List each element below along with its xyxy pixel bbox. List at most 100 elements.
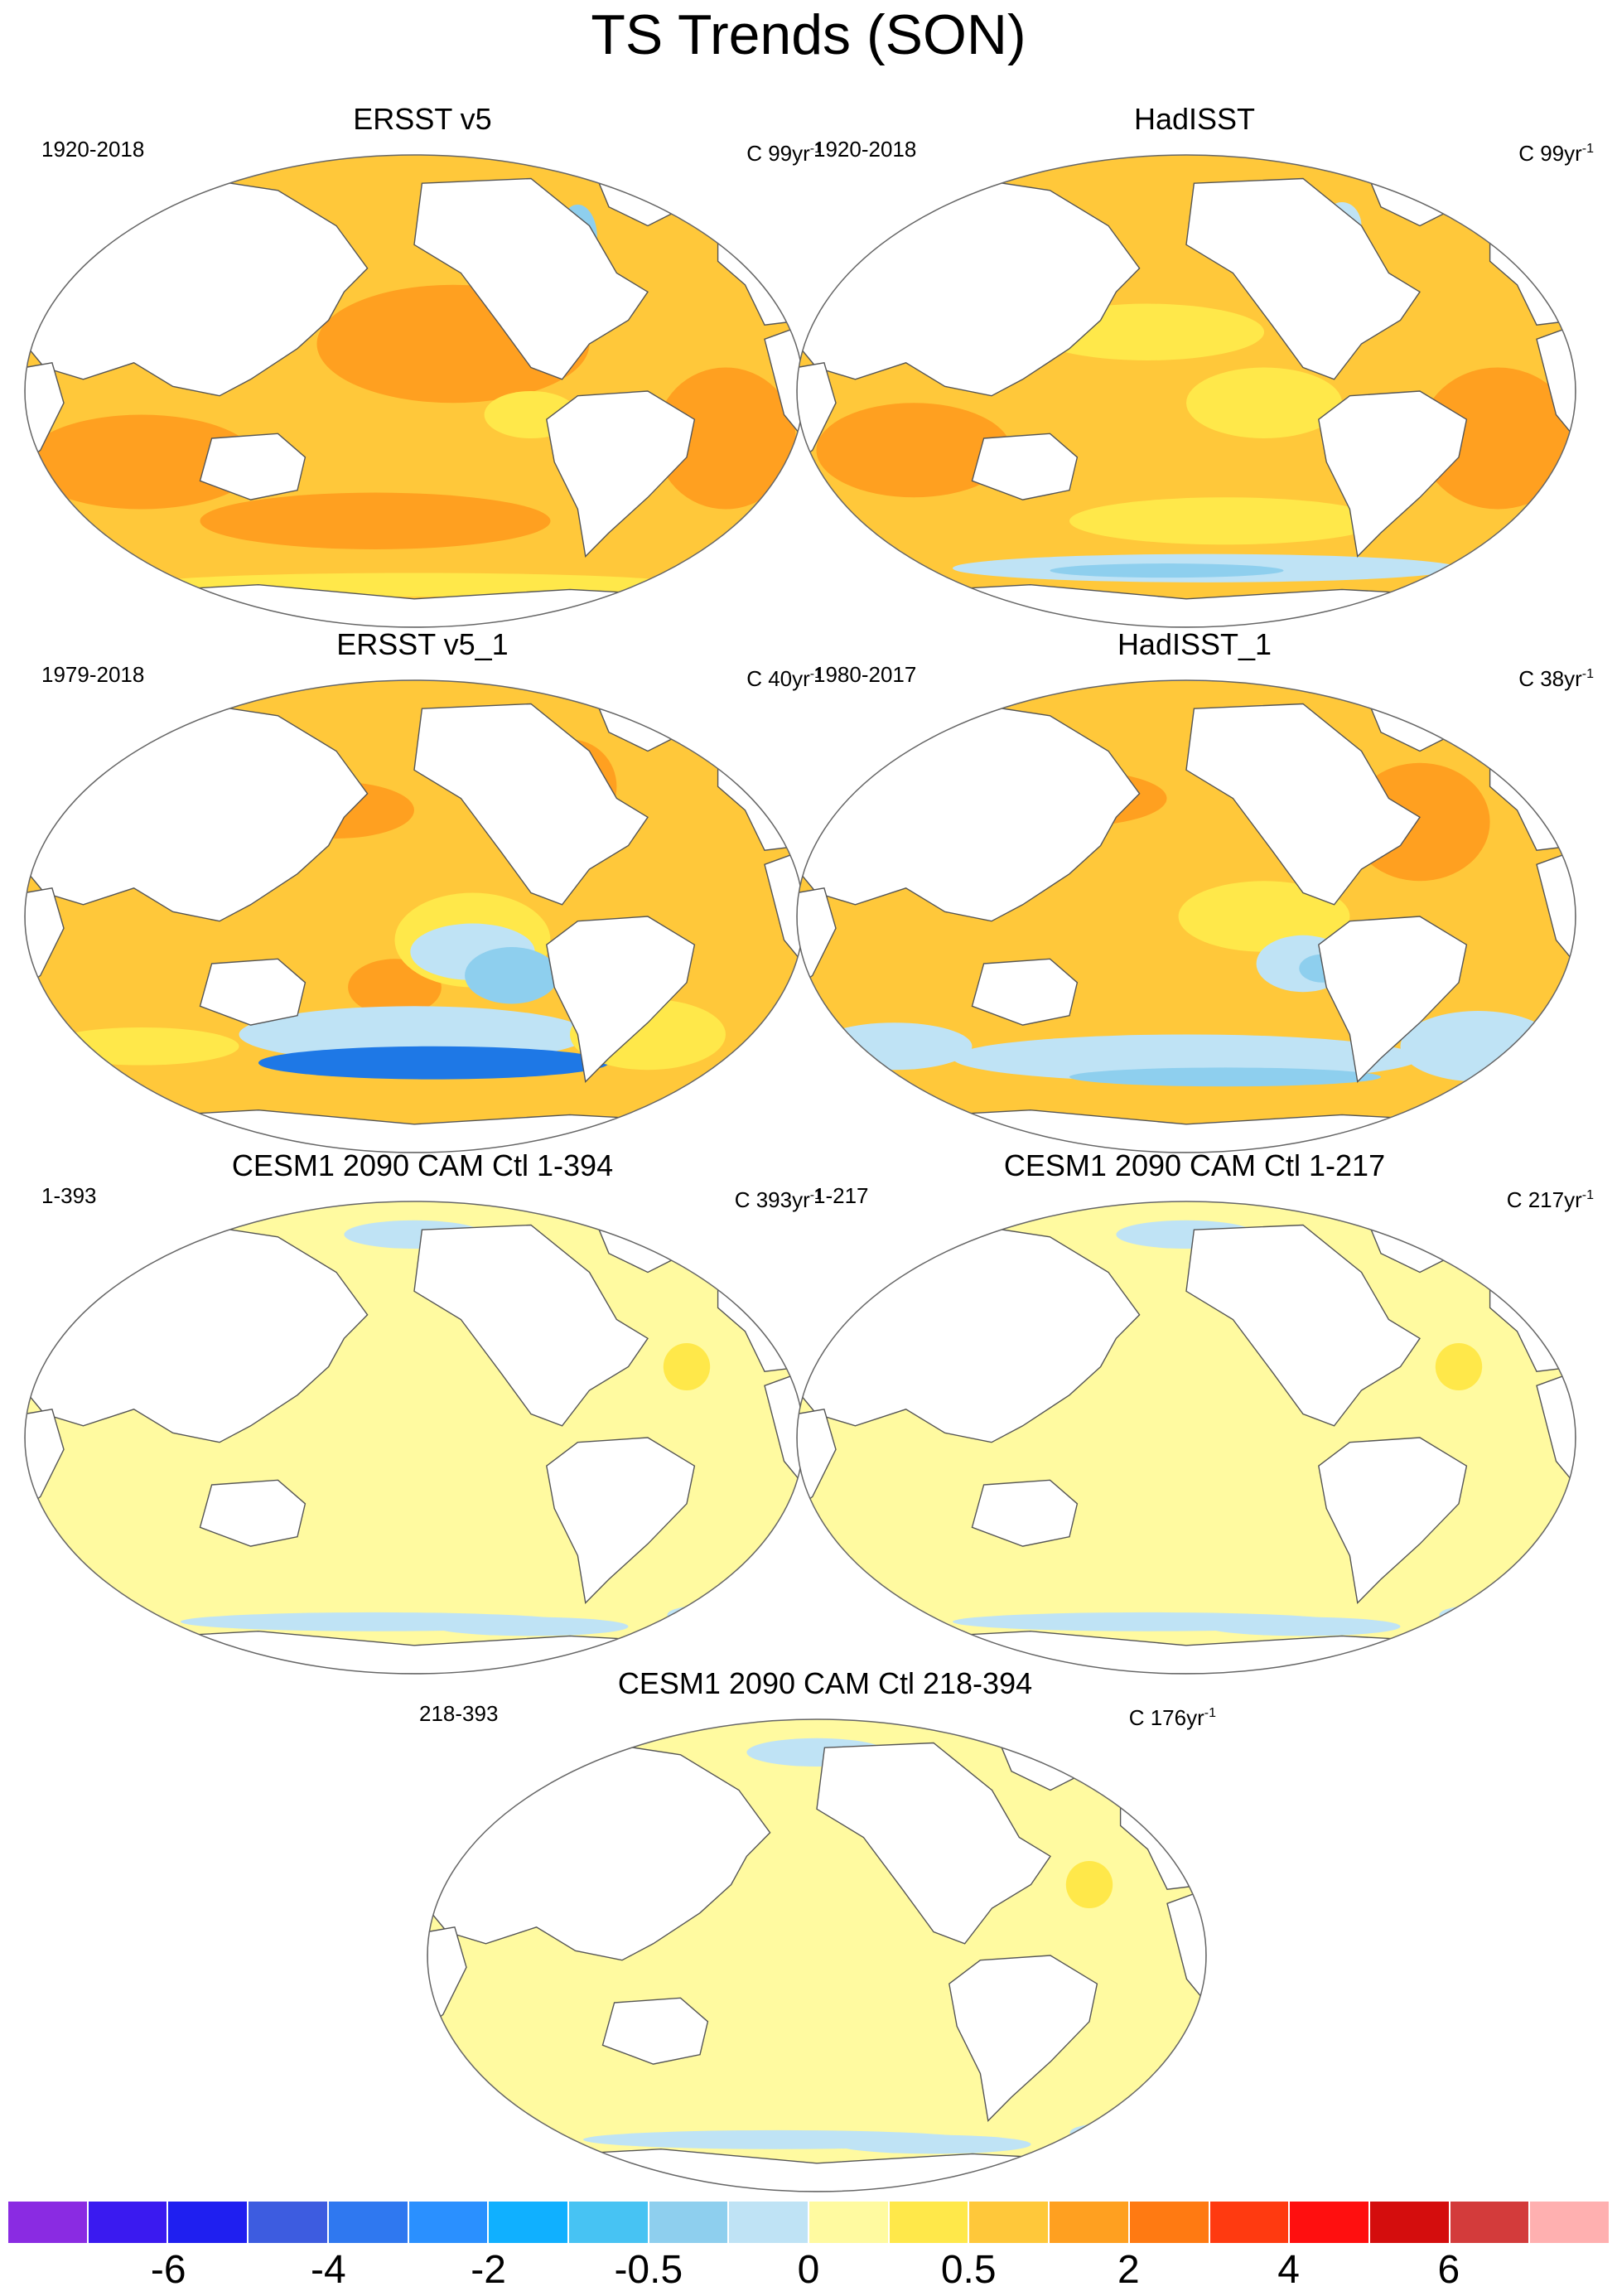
colorbar-swatch: [328, 2202, 409, 2243]
colorbar-swatch: [249, 2202, 329, 2243]
land-northAm: [816, 1742, 1051, 1945]
land-australia: [199, 433, 307, 500]
world-map: [796, 679, 1576, 1153]
map-panel: HadISST_1 1980-2017 C 38yr-1: [789, 626, 1600, 1157]
colorbar-swatch: [889, 2202, 970, 2243]
panel-title: ERSST v5_1: [336, 627, 509, 661]
panel-units: C 38yr-1: [1518, 666, 1594, 691]
map-panel: CESM1 2090 CAM Ctl 1-394 1-393 C 393yr-1: [17, 1148, 828, 1678]
land-africa: [797, 1409, 837, 1510]
trend-anomaly: [1439, 1605, 1518, 1625]
trend-anomaly: [1420, 367, 1576, 510]
panel-title: ERSST v5: [353, 102, 492, 136]
colorbar-swatch: [1209, 2202, 1291, 2243]
land-africa: [427, 1926, 467, 2028]
map-border: [427, 1718, 1207, 2192]
land-africa: [25, 362, 65, 463]
land-australia: [971, 1479, 1079, 1547]
colorbar-tick-label: 6: [1437, 2248, 1460, 2292]
trend-anomaly: [1065, 1861, 1113, 1908]
colorbar-swatch: [88, 2202, 169, 2243]
land-southAm: [546, 1437, 696, 1604]
trend-anomaly: [1050, 563, 1284, 578]
map-panel: ERSST v5 1920-2018 C 99yr-1: [17, 101, 828, 631]
trend-anomaly: [836, 2134, 1031, 2154]
colorbar-tick-label: 0: [797, 2248, 820, 2292]
panel-units: C 99yr-1: [746, 141, 822, 166]
panel-units: C 99yr-1: [1518, 141, 1594, 166]
panel-units: C 217yr-1: [1506, 1187, 1594, 1212]
panel-units: C 393yr-1: [734, 1187, 822, 1212]
figure-title: TS Trends (SON): [591, 3, 1026, 66]
panel-years: 1-217: [813, 1183, 869, 1208]
world-map: [24, 154, 804, 628]
ocean-field: [427, 1719, 1206, 2192]
panel-title: CESM1 2090 CAM Ctl 1-394: [231, 1148, 614, 1182]
colorbar-swatch: [489, 2202, 569, 2243]
trend-anomaly: [44, 1027, 239, 1066]
map-border: [796, 1201, 1576, 1675]
trend-anomaly: [1435, 1343, 1483, 1390]
land-africa: [797, 887, 837, 988]
panel-title: CESM1 2090 CAM Ctl 218-394: [617, 1666, 1033, 1700]
colorbar-tick-label: 2: [1117, 2248, 1140, 2292]
trend-anomaly: [1205, 1617, 1401, 1636]
ocean-field: [797, 1201, 1576, 1674]
land-africa: [25, 1409, 65, 1510]
colorbar-swatch: [1450, 2202, 1531, 2243]
land-australia: [601, 1997, 709, 2065]
colorbar-tick-label: -6: [150, 2248, 186, 2292]
trend-anomaly: [1069, 497, 1381, 545]
trend-anomaly: [25, 414, 258, 510]
land-australia: [199, 958, 307, 1026]
colorbar: [8, 2202, 1610, 2243]
land-northAm: [413, 177, 649, 380]
land-northAm: [413, 703, 649, 906]
map-panel: HadISST 1920-2018 C 99yr-1: [789, 101, 1600, 631]
map-border: [796, 679, 1576, 1153]
trend-anomaly: [1069, 2123, 1148, 2143]
map-panel: CESM1 2090 CAM Ctl 218-394 218-393 C 176yr…: [419, 1665, 1231, 2196]
trend-anomaly: [1400, 1011, 1557, 1082]
map-panel: CESM1 2090 CAM Ctl 1-217 1-217 C 217yr-1: [789, 1148, 1600, 1678]
trend-anomaly: [200, 492, 551, 549]
panel-units: C 176yr-1: [1128, 1705, 1216, 1730]
panel-title: CESM1 2090 CAM Ctl 1-217: [1003, 1148, 1386, 1182]
land-northAm: [1185, 177, 1421, 380]
land-southAm: [1318, 390, 1468, 558]
panel-title: HadISST: [1133, 102, 1256, 136]
colorbar-tick-label: -4: [311, 2248, 346, 2292]
land-southAm: [546, 916, 696, 1083]
land-africa: [25, 887, 65, 988]
colorbar-swatch: [1129, 2202, 1210, 2243]
world-map: [24, 679, 804, 1153]
trend-anomaly: [433, 1617, 629, 1636]
map-panel: ERSST v5_1 1979-2018 C 40yr-1: [17, 626, 828, 1157]
world-map: [796, 154, 1576, 628]
land-africa: [797, 362, 837, 463]
trend-anomaly: [816, 403, 1011, 498]
trend-anomaly: [663, 1343, 711, 1390]
land-australia: [971, 958, 1079, 1026]
land-australia: [971, 433, 1079, 500]
land-southAm: [1318, 1437, 1468, 1604]
land-southAm: [948, 1955, 1098, 2122]
panel-years: 1920-2018: [813, 137, 917, 162]
trend-anomaly: [655, 367, 796, 510]
colorbar-swatch: [568, 2202, 649, 2243]
colorbar-tick-label: -0.5: [614, 2248, 683, 2292]
colorbar-tick-label: 0.5: [940, 2248, 997, 2292]
panel-title: HadISST_1: [1117, 627, 1272, 661]
trend-anomaly: [816, 1022, 973, 1071]
panel-units: C 40yr-1: [746, 666, 822, 691]
land-northAm: [413, 1224, 649, 1427]
colorbar-swatch: [1050, 2202, 1130, 2243]
trend-anomaly: [667, 1605, 746, 1625]
trend-anomaly: [1178, 881, 1350, 952]
colorbar-swatch: [729, 2202, 810, 2243]
panel-years: 1920-2018: [41, 137, 145, 162]
land-southAm: [1318, 916, 1468, 1083]
ocean-field: [25, 1201, 804, 1674]
colorbar-swatch: [649, 2202, 730, 2243]
land-northAm: [1185, 703, 1421, 906]
